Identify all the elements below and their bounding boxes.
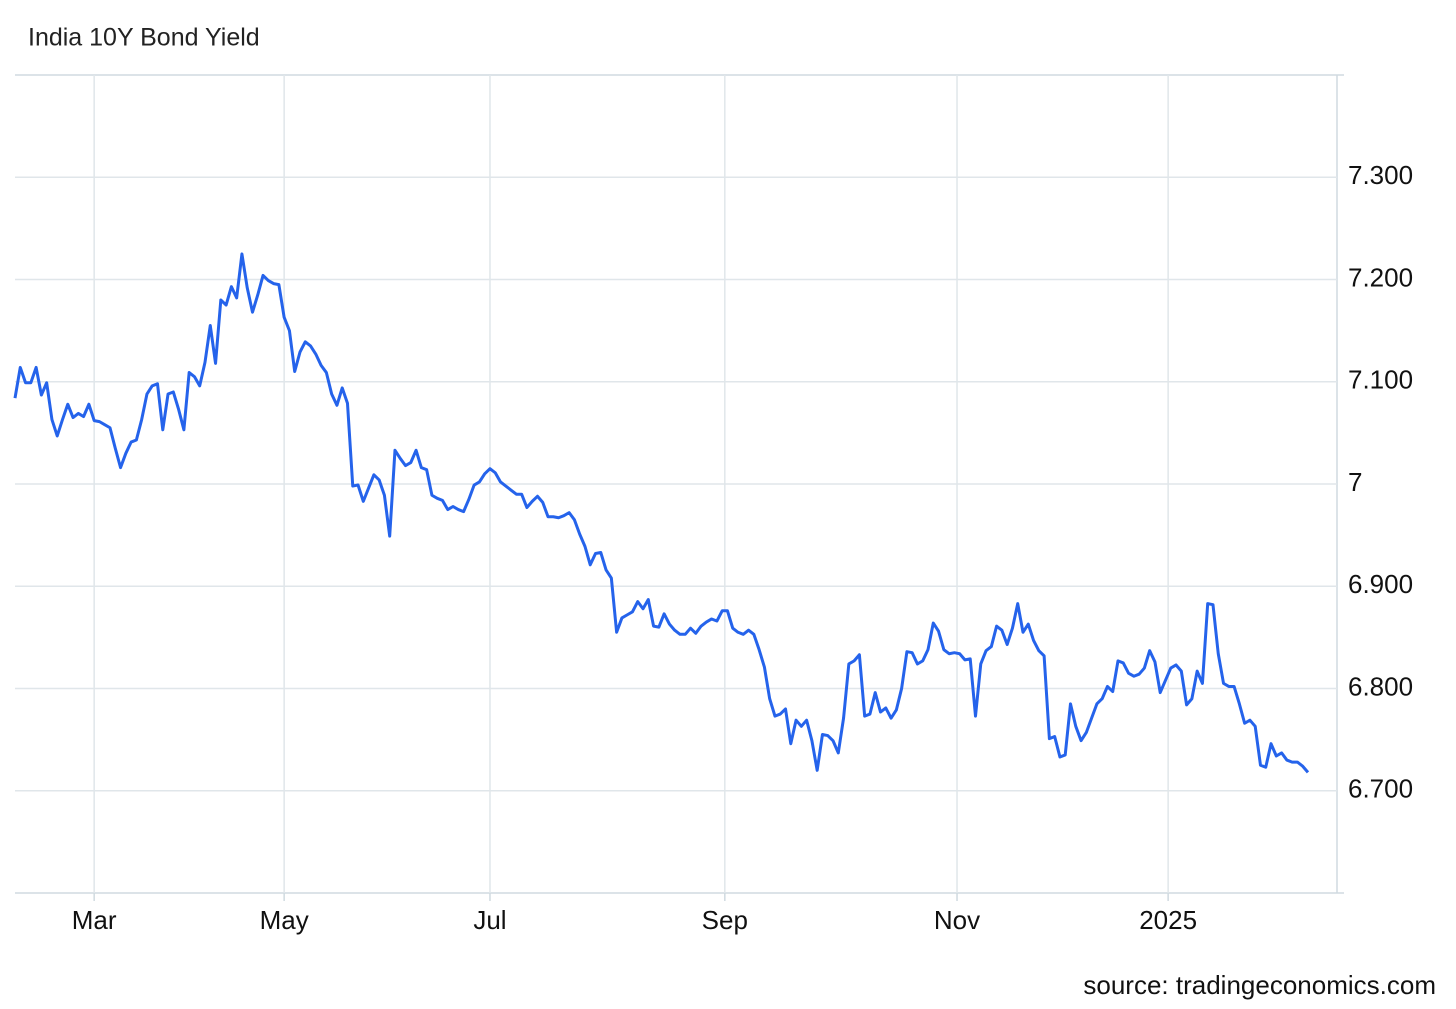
y-tick-label: 7.300 <box>1348 160 1413 190</box>
y-tick-label: 7 <box>1348 467 1362 497</box>
x-tick-label: 2025 <box>1139 905 1197 935</box>
x-tick-label: Sep <box>702 905 748 935</box>
x-tick-label: Jul <box>473 905 506 935</box>
chart-title: India 10Y Bond Yield <box>28 24 260 52</box>
y-tick-label: 7.100 <box>1348 365 1413 395</box>
y-tick-label: 7.200 <box>1348 262 1413 292</box>
y-tick-label: 6.700 <box>1348 774 1413 804</box>
y-tick-label: 6.900 <box>1348 569 1413 599</box>
source-note: source: tradingeconomics.com <box>1083 970 1436 1000</box>
x-tick-label: May <box>260 905 309 935</box>
data-line <box>13 252 1310 774</box>
x-tick-label: Mar <box>72 905 117 935</box>
y-tick-label: 6.800 <box>1348 671 1413 701</box>
x-tick-label: Nov <box>934 905 980 935</box>
